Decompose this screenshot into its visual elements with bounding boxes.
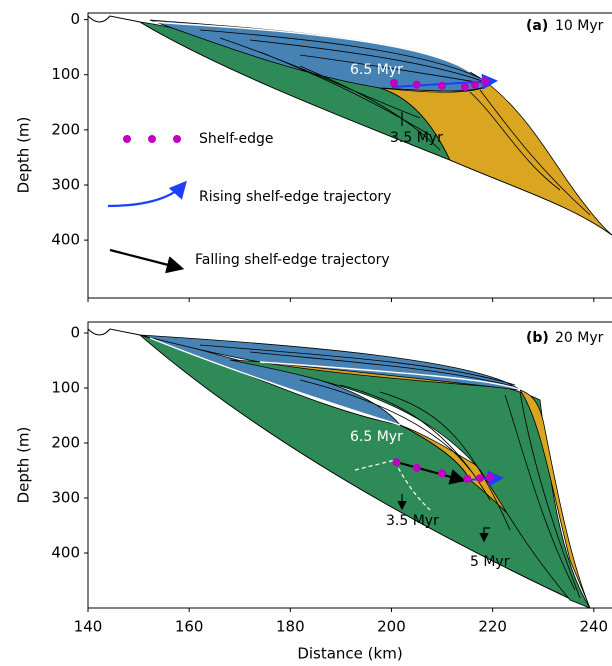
x-tick-label: 200 — [377, 618, 406, 636]
y-tick-label: 300 — [51, 489, 80, 507]
y-tick-label: 400 — [51, 544, 80, 562]
shelf-edge-point — [460, 82, 469, 91]
y-tick-label: 200 — [51, 434, 80, 452]
legend-label: Shelf-edge — [199, 131, 273, 147]
shelf-edge-point — [463, 474, 472, 483]
strata-b — [87, 328, 591, 609]
y-tick-label: 400 — [51, 231, 80, 249]
y-axis-label: Depth (m) — [15, 117, 33, 194]
falling-trajectory — [395, 461, 466, 485]
shelf-edge-point — [470, 80, 479, 89]
x-tick-label: 240 — [579, 618, 608, 636]
annotation: 3.5 Myr — [390, 130, 443, 146]
y-tick-label: 300 — [51, 175, 80, 193]
shelf-edge-point — [392, 458, 401, 467]
shelf-edge-point — [481, 77, 490, 86]
y-tick-label: 0 — [70, 324, 80, 342]
annotation: 5 Myr — [470, 554, 510, 570]
y-tick-label: 0 — [70, 10, 80, 28]
x-tick-label: 140 — [74, 618, 103, 636]
strata-a — [87, 15, 612, 236]
y-tick-label: 100 — [51, 65, 80, 83]
annotation: 6.5 Myr — [350, 62, 403, 78]
panel-label: (a) — [526, 18, 548, 34]
shelf-edge-point — [412, 463, 421, 472]
x-axis-label: Distance (km) — [297, 645, 402, 663]
panel-label: (b) — [526, 330, 549, 346]
y-tick-label: 200 — [51, 120, 80, 138]
pointer — [401, 112, 490, 540]
shelf-edge-point — [475, 474, 484, 483]
x-tick-label: 220 — [478, 618, 507, 636]
shelf-edge-point — [438, 81, 447, 90]
shelf-edge-point — [486, 473, 495, 482]
legend-glyphs — [107, 135, 187, 274]
shelf-edge-point — [390, 79, 399, 88]
legend-label: Falling shelf-edge trajectory — [195, 252, 390, 268]
x-tick-label: 180 — [276, 618, 305, 636]
panel-title: 20 Myr — [555, 330, 604, 346]
shelf-edge-point — [412, 80, 421, 89]
legend-label: Rising shelf-edge trajectory — [199, 189, 391, 205]
axes-frame — [87, 321, 612, 609]
shelf-edge-point — [438, 469, 447, 478]
annotation: 3.5 Myr — [386, 513, 439, 529]
annotation: 6.5 Myr — [350, 429, 403, 445]
axes-frame — [87, 12, 612, 299]
x-tick-label: 160 — [175, 618, 204, 636]
y-tick-label: 100 — [51, 379, 80, 397]
panel-title: 10 Myr — [555, 18, 604, 34]
y-axis-label: Depth (m) — [15, 427, 33, 504]
